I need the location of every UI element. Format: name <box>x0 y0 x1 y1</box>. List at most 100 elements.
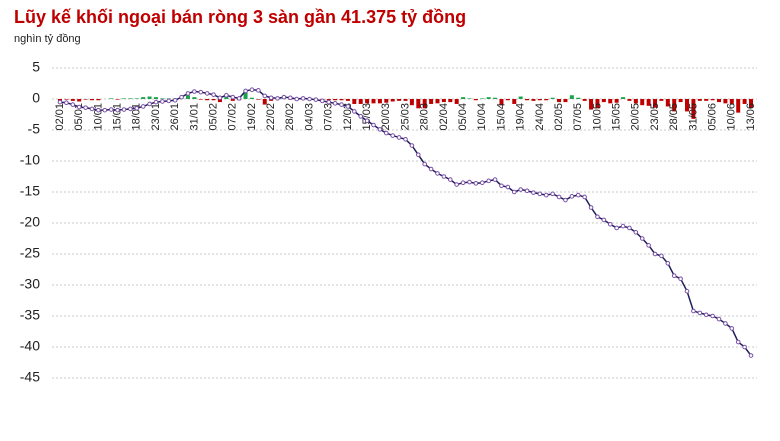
x-tick-label: 31/05 <box>687 103 699 131</box>
bar <box>749 99 753 108</box>
x-tick-label: 13/06 <box>745 103 757 131</box>
bar <box>704 99 709 101</box>
point <box>543 192 549 198</box>
bar <box>659 99 664 101</box>
bar <box>422 99 427 109</box>
x-tick-label: 28/03 <box>419 103 431 131</box>
bar <box>128 98 133 99</box>
point <box>320 98 325 104</box>
bar <box>198 99 203 100</box>
x-tick-label: 02/05 <box>553 103 565 131</box>
point <box>185 91 191 96</box>
bar <box>710 99 715 101</box>
point <box>537 191 543 197</box>
chart-title: Lũy kế khối ngoại bán ròng 3 sàn gần 41.… <box>14 7 466 27</box>
x-tick-label: 02/01 <box>54 103 66 131</box>
point <box>268 95 274 101</box>
point <box>390 133 396 138</box>
bar <box>665 99 670 107</box>
bar <box>717 99 722 103</box>
x-tick-label: 15/03 <box>361 103 373 131</box>
point <box>179 94 184 100</box>
y-tick-label: -25 <box>20 245 40 261</box>
bar <box>134 98 139 99</box>
point <box>153 99 159 105</box>
bar <box>377 99 382 104</box>
point <box>384 130 389 136</box>
point <box>703 312 709 318</box>
bar <box>493 97 498 99</box>
point <box>633 230 639 235</box>
x-tick-label: 15/05 <box>611 103 623 131</box>
point <box>723 321 728 326</box>
point <box>371 122 376 128</box>
bar <box>333 99 338 101</box>
point <box>217 95 223 101</box>
bar <box>109 98 114 99</box>
x-tick-label: 04/03 <box>303 103 315 131</box>
point <box>396 135 402 140</box>
bar <box>89 99 94 101</box>
bar <box>416 99 421 109</box>
point <box>108 107 114 112</box>
point <box>422 161 427 167</box>
point <box>511 189 517 195</box>
point <box>499 183 504 189</box>
point <box>595 214 600 220</box>
point <box>249 87 255 92</box>
bar <box>525 99 530 101</box>
point <box>435 171 440 176</box>
bar <box>621 97 626 99</box>
point <box>614 225 619 231</box>
bar <box>480 98 485 99</box>
point <box>691 308 696 314</box>
point <box>224 92 229 98</box>
point <box>211 92 216 97</box>
bar <box>729 99 734 104</box>
bar <box>486 97 491 99</box>
point <box>236 96 242 101</box>
point <box>96 107 101 113</box>
bar <box>249 97 254 99</box>
point <box>352 109 357 114</box>
x-tick-label: 26/01 <box>169 103 181 131</box>
point <box>364 118 370 123</box>
point <box>665 261 671 266</box>
point <box>524 188 530 194</box>
point <box>569 194 575 199</box>
point <box>601 217 607 223</box>
x-tick-label: 10/01 <box>92 103 104 131</box>
bar <box>153 97 158 99</box>
bar <box>614 99 619 103</box>
point <box>140 104 146 109</box>
y-tick-label: -20 <box>20 214 40 230</box>
bar <box>723 99 728 104</box>
bar <box>736 99 741 113</box>
bar <box>601 99 606 103</box>
x-tick-label: 05/04 <box>457 103 469 131</box>
bar <box>115 99 120 100</box>
point <box>479 180 485 185</box>
point <box>588 205 594 210</box>
point <box>377 127 383 132</box>
point <box>646 243 651 248</box>
bar <box>672 99 677 112</box>
bar <box>83 99 88 100</box>
point <box>307 96 312 102</box>
point <box>83 105 88 110</box>
y-tick-label: -15 <box>20 183 40 199</box>
bar <box>243 91 248 99</box>
point <box>294 96 300 102</box>
point <box>684 288 690 294</box>
bar <box>77 99 82 102</box>
bar <box>512 99 517 104</box>
bar <box>441 99 446 103</box>
point <box>262 93 268 99</box>
point <box>166 98 172 104</box>
bar <box>160 98 165 99</box>
y-tick-label: -35 <box>20 307 40 323</box>
bar <box>678 99 683 103</box>
point <box>627 225 632 231</box>
point <box>582 194 587 200</box>
